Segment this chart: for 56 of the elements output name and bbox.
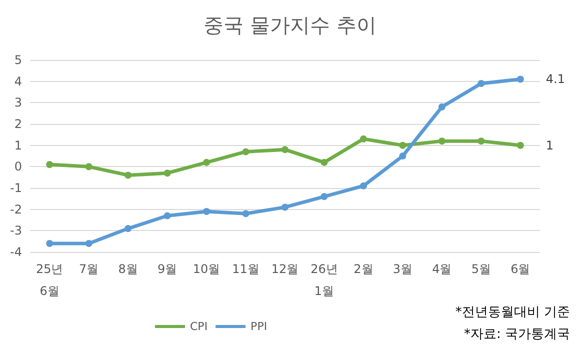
point (124, 225, 132, 232)
point (399, 152, 406, 160)
y-tick-label: 3 (14, 96, 22, 110)
legend-label: PPI (250, 320, 268, 333)
data-label: 4.1 (546, 72, 565, 86)
x-tick-label: 2월 (354, 262, 374, 276)
point (478, 80, 485, 87)
point (203, 208, 210, 215)
text: *자료: 국가통계국 (464, 327, 570, 342)
x-tick-label: 25년 6월 (36, 262, 64, 298)
y-tick-label: 2 (14, 117, 22, 131)
point (516, 142, 524, 149)
point (478, 138, 485, 145)
point (438, 138, 446, 145)
x-tick-label: 9월 (157, 262, 178, 276)
y-tick-label: -1 (10, 181, 22, 195)
point (282, 204, 288, 211)
x-tick-label: 8월 (118, 262, 138, 276)
point (516, 76, 524, 83)
point (242, 148, 250, 156)
point (360, 135, 367, 142)
text: *전년동월대비 기준 (455, 305, 570, 320)
y-tick-label: 0 (14, 160, 22, 174)
point (164, 170, 171, 177)
point (46, 161, 54, 168)
x-tick-label: 7월 (79, 262, 99, 276)
x-tick-label: 11월 (232, 262, 260, 276)
y-tick-label: -3 (10, 224, 22, 238)
y-tick-label: -4 (10, 245, 22, 259)
point (320, 193, 328, 200)
point (46, 240, 54, 247)
point (242, 210, 250, 218)
y-tick-label: -2 (10, 202, 22, 216)
point (85, 163, 92, 170)
point (164, 212, 171, 220)
point (438, 103, 446, 110)
x-tick-label: 26년 1월 (310, 262, 338, 298)
point (282, 146, 288, 154)
x-tick-label: 5월 (471, 262, 491, 276)
x-tick-label: 3월 (392, 262, 413, 276)
x-tick-label: 12월 (271, 262, 299, 276)
y-tick-label: 4 (14, 74, 22, 88)
x-tick-label: 4월 (432, 262, 452, 276)
chart-title: 중국 물가지수 추이 (204, 13, 376, 37)
y-tick-label: 1 (14, 138, 22, 152)
x-tick-label: 10월 (192, 262, 220, 276)
point (360, 182, 367, 190)
x-tick-label: 6월 (510, 262, 530, 276)
point (320, 158, 328, 166)
point (399, 142, 406, 149)
y-tick-label: 5 (14, 53, 22, 67)
data-label: 1 (546, 138, 554, 152)
point (85, 240, 92, 247)
point (124, 172, 132, 179)
point (203, 158, 210, 166)
legend-label: CPI (190, 320, 208, 333)
